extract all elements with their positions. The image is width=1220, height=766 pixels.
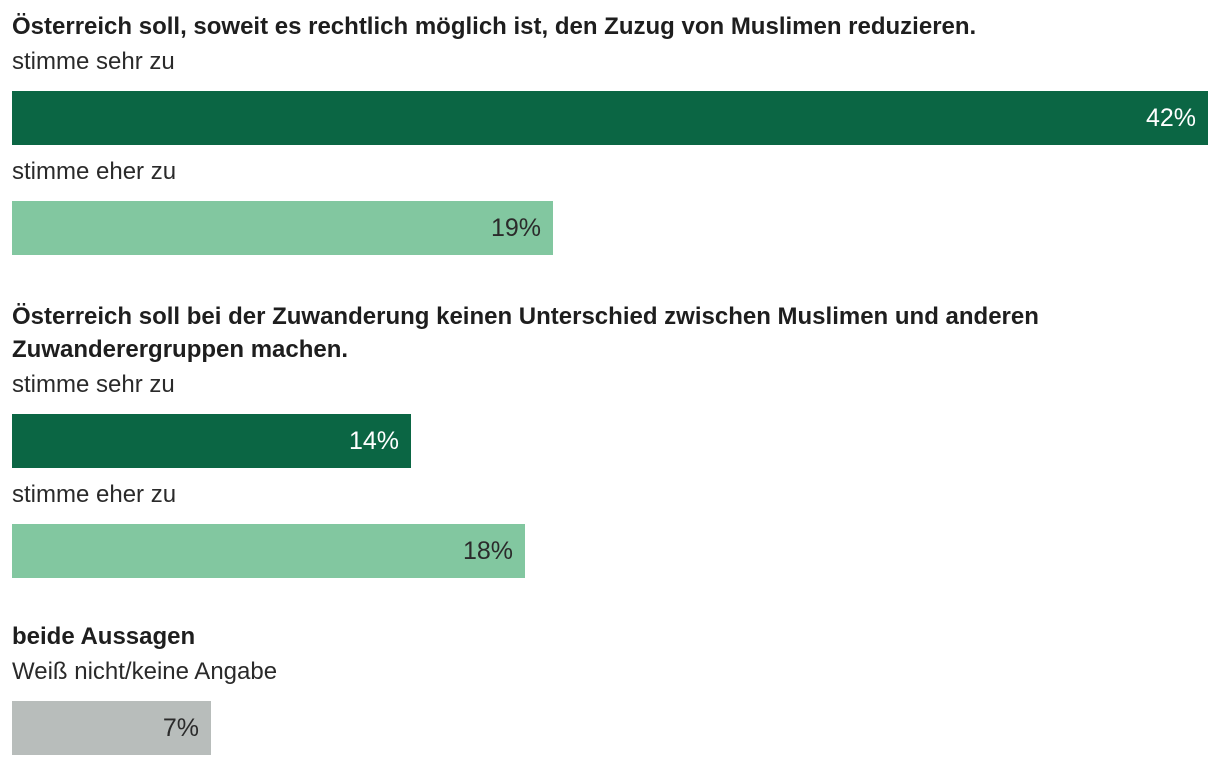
bar-value-label: 42% [1145,104,1196,132]
bar-value-label: 7% [162,714,199,742]
category-label: stimme eher zu [12,481,177,508]
group-title: Österreich soll bei der Zuwanderung kein… [12,303,1039,363]
bar: 7% [12,701,211,755]
group-title: Österreich soll, soweit es rechtlich mög… [12,13,977,40]
category-label: stimme sehr zu [12,48,175,75]
bar: 14% [12,414,411,468]
bar: 42% [12,91,1208,145]
bar-value-label: 18% [462,537,513,565]
bar-value-label: 14% [348,427,399,455]
group-title: beide Aussagen [12,623,196,650]
bar: 18% [12,524,525,578]
bar: 19% [12,201,553,255]
bar-value-label: 19% [490,214,541,242]
category-label: stimme sehr zu [12,371,175,398]
category-label: Weiß nicht/keine Angabe [12,658,278,685]
category-label: stimme eher zu [12,158,177,185]
